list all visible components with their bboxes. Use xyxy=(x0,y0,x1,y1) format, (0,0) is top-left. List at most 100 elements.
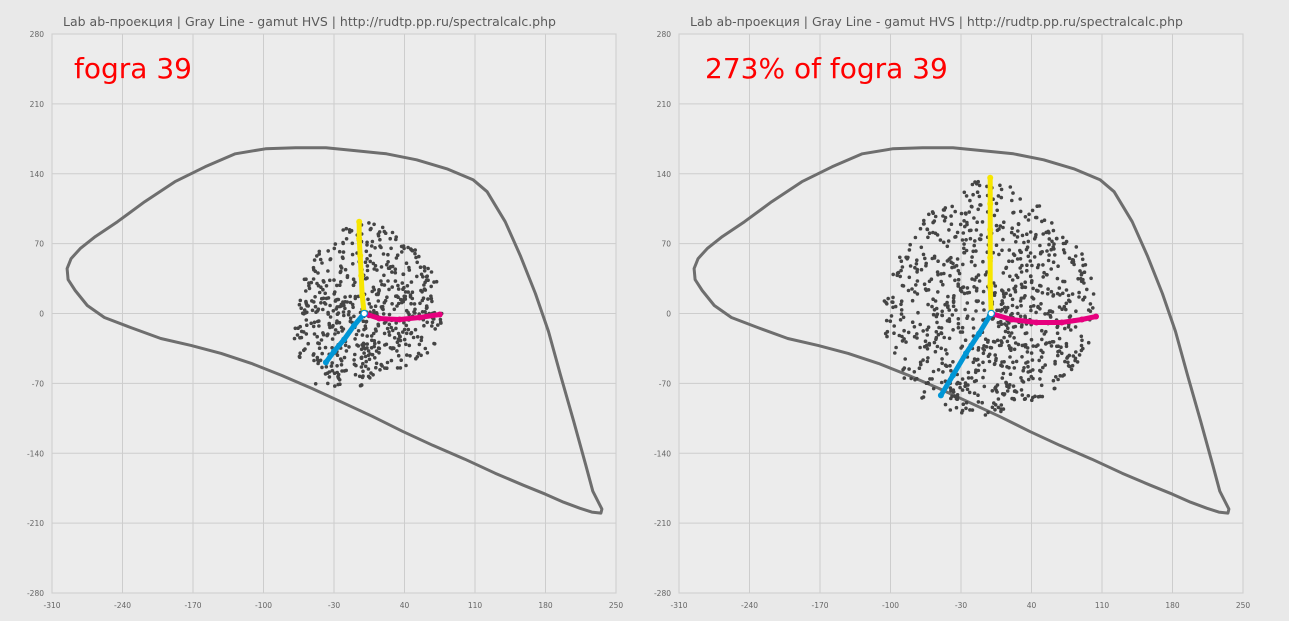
gamut-point xyxy=(372,308,376,313)
gamut-point xyxy=(351,283,356,288)
gamut-point xyxy=(1064,301,1069,306)
gamut-point xyxy=(406,327,411,332)
gamut-point xyxy=(950,204,954,209)
gamut-point xyxy=(949,396,953,401)
gamut-point xyxy=(1011,191,1015,195)
gamut-point xyxy=(1073,358,1077,363)
gamut-point xyxy=(378,244,382,248)
gamut-point xyxy=(341,327,346,331)
series-point-Y xyxy=(359,292,366,299)
gamut-point xyxy=(432,341,436,346)
gamut-point xyxy=(949,222,954,226)
gamut-point xyxy=(1011,252,1016,256)
gamut-point xyxy=(997,252,1001,257)
y-tick-label: -70 xyxy=(659,379,671,388)
gamut-point xyxy=(927,212,931,217)
gamut-point xyxy=(396,287,401,291)
gamut-point xyxy=(1009,313,1013,318)
gamut-point xyxy=(1071,354,1076,358)
gamut-point xyxy=(1038,243,1042,248)
y-tick-label: -210 xyxy=(654,519,671,528)
gamut-point xyxy=(947,317,952,321)
gamut-point xyxy=(955,382,959,386)
gamut-point xyxy=(1018,314,1023,319)
gamut-point xyxy=(304,332,309,336)
gamut-point xyxy=(404,342,408,347)
gamut-point xyxy=(381,307,385,312)
gamut-point xyxy=(971,192,975,197)
gamut-point xyxy=(338,270,343,275)
gamut-point xyxy=(1001,237,1005,242)
gamut-point xyxy=(430,299,434,304)
gamut-point xyxy=(362,351,366,355)
gamut-point xyxy=(1056,353,1060,358)
gamut-point xyxy=(404,308,409,313)
gamut-point xyxy=(330,368,335,373)
gamut-point xyxy=(369,305,373,309)
gamut-point xyxy=(409,247,413,251)
gamut-point xyxy=(1036,289,1040,293)
gamut-point xyxy=(910,287,914,291)
gamut-point xyxy=(934,330,939,334)
gamut-point xyxy=(947,336,952,341)
gamut-point xyxy=(907,275,912,280)
gamut-point xyxy=(339,280,343,284)
gamut-point xyxy=(298,298,303,303)
gamut-point xyxy=(972,379,977,384)
gamut-point xyxy=(940,313,944,318)
gamut-point xyxy=(1056,344,1060,349)
gamut-label: fogra 39 xyxy=(74,52,192,85)
series-point-C xyxy=(949,372,956,379)
gamut-point xyxy=(949,368,953,373)
gamut-point xyxy=(365,346,369,350)
gamut-point xyxy=(406,245,410,250)
gamut-point xyxy=(361,341,366,346)
gamut-point xyxy=(933,349,938,354)
gamut-point xyxy=(1047,231,1051,235)
gamut-point xyxy=(404,363,408,368)
gamut-point xyxy=(941,370,945,374)
gamut-point xyxy=(345,274,350,278)
gamut-point xyxy=(429,284,434,289)
gamut-point xyxy=(919,267,924,272)
gamut-point xyxy=(363,260,368,265)
gamut-point xyxy=(423,288,428,292)
gamut-point xyxy=(396,295,400,300)
x-tick-label: -170 xyxy=(184,601,201,610)
gamut-point xyxy=(980,220,985,224)
gamut-point xyxy=(1043,363,1047,367)
gamut-point xyxy=(1026,218,1031,222)
gamut-point xyxy=(327,375,332,379)
gamut-point xyxy=(913,377,917,382)
gamut-point xyxy=(918,345,922,350)
gamut-point xyxy=(999,363,1003,368)
gray-line-point xyxy=(987,309,996,318)
gamut-point xyxy=(1023,315,1027,320)
gamut-point xyxy=(360,333,365,337)
gamut-point xyxy=(351,305,355,310)
x-tick-label: -30 xyxy=(955,601,967,610)
gamut-point xyxy=(1074,350,1078,354)
gamut-point xyxy=(365,243,369,247)
gamut-point xyxy=(1010,297,1015,302)
gamut-point xyxy=(359,365,364,369)
gamut-point xyxy=(1002,295,1006,299)
gamut-point xyxy=(1034,232,1038,237)
gamut-point xyxy=(908,264,913,268)
gamut-point xyxy=(365,342,370,346)
gamut-point xyxy=(913,290,917,294)
gamut-point xyxy=(956,317,961,321)
gamut-point xyxy=(396,301,401,306)
gamut-point xyxy=(333,242,338,246)
gamut-point xyxy=(1081,298,1085,302)
gamut-point xyxy=(907,248,912,252)
gamut-point xyxy=(943,302,947,307)
gamut-point xyxy=(409,331,413,336)
gamut-point xyxy=(307,283,311,288)
gamut-point xyxy=(1020,393,1025,397)
gamut-point xyxy=(387,287,391,292)
gamut-point xyxy=(333,290,337,294)
gamut-point xyxy=(972,216,976,220)
gamut-point xyxy=(338,382,342,387)
gamut-point xyxy=(306,341,311,346)
